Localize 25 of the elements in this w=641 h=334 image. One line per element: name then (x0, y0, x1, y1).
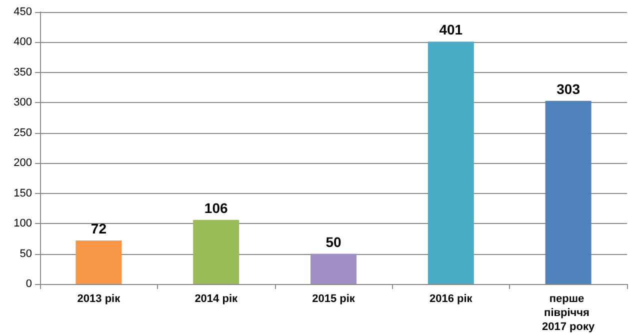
y-tick-label: 250 (14, 126, 32, 139)
data-label: 106 (204, 200, 228, 216)
y-tick-label: 50 (20, 248, 32, 260)
x-tick-label: 2013 рік (77, 293, 121, 305)
x-tick-label: перше півріччя 2017 року (542, 293, 596, 333)
y-tick-label: 150 (14, 187, 32, 200)
data-label: 401 (439, 22, 463, 38)
y-tick-label: 300 (14, 96, 32, 109)
bar (545, 100, 592, 284)
data-label: 303 (556, 80, 580, 97)
bar (193, 220, 240, 284)
x-tick-label: 2015 рік (312, 293, 356, 305)
bar (310, 254, 356, 284)
x-tick-label: 2016 рік (429, 293, 473, 305)
y-tick-label: 450 (14, 6, 32, 18)
bar (76, 240, 122, 284)
x-tick-label: 2014 рік (194, 293, 238, 305)
y-tick-label: 200 (14, 157, 32, 170)
data-label: 50 (326, 234, 342, 250)
y-tick-label: 350 (14, 66, 32, 78)
y-tick-label: 0 (26, 278, 32, 290)
bar (428, 42, 474, 284)
y-tick-label: 100 (14, 218, 32, 230)
data-label: 72 (90, 220, 107, 236)
y-tick-label: 400 (14, 36, 32, 48)
